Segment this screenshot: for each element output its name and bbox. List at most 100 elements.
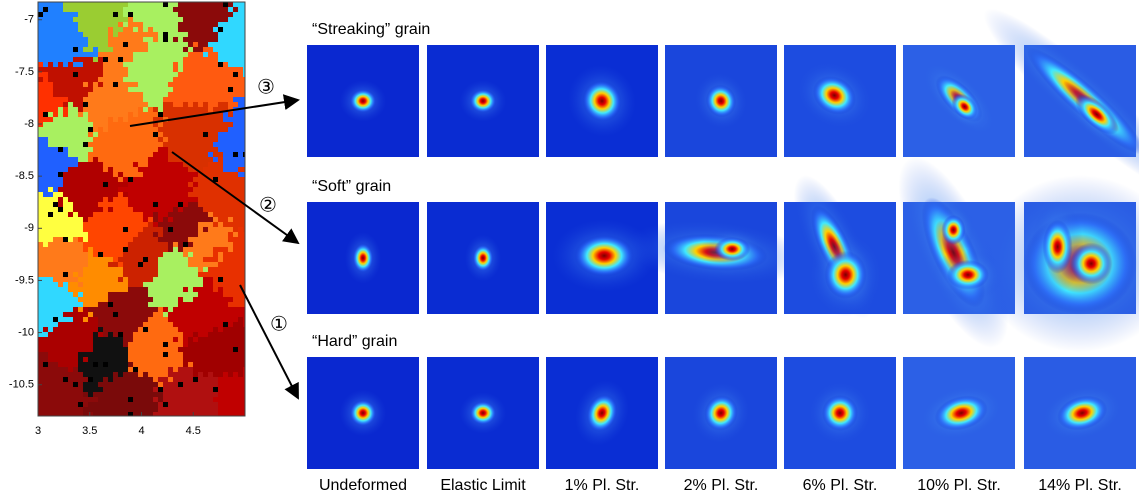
grain-cell — [188, 22, 193, 27]
grain-cell — [178, 377, 183, 382]
grain-cell — [198, 312, 203, 317]
grain-cell — [83, 137, 88, 142]
grain-cell — [203, 17, 208, 22]
grain-cell — [213, 12, 218, 17]
diffraction-panel — [784, 357, 896, 469]
grain-cell — [183, 142, 188, 147]
grain-cell — [63, 12, 68, 17]
grain-cell — [178, 282, 183, 287]
grain-cell — [103, 292, 108, 297]
grain-cell — [113, 142, 118, 147]
grain-cell — [213, 407, 218, 412]
grain-cell — [133, 242, 138, 247]
y-tick-label: -10 — [18, 326, 34, 338]
grain-cell — [198, 162, 203, 167]
grain-cell — [228, 262, 233, 267]
x-tick-label: 3.5 — [82, 425, 97, 437]
grain-cell — [233, 292, 238, 297]
grain-cell — [103, 347, 108, 352]
grain-cell — [158, 342, 163, 347]
grain-cell — [78, 82, 83, 87]
grain-cell — [178, 222, 183, 227]
grain-cell — [108, 217, 113, 222]
grain-cell — [48, 402, 53, 407]
grain-cell — [188, 347, 193, 352]
grain-cell — [153, 267, 158, 272]
grain-cell — [183, 122, 188, 127]
grain-cell — [118, 207, 123, 212]
grain-cell — [48, 162, 53, 167]
grain-cell — [108, 257, 113, 262]
grain-cell — [83, 127, 88, 132]
grain-cell — [133, 232, 138, 237]
grain-cell — [108, 197, 113, 202]
grain-cell — [63, 297, 68, 302]
grain-cell — [233, 277, 238, 282]
grain-cell — [118, 302, 123, 307]
grain-cell — [173, 342, 178, 347]
grain-cell — [123, 387, 128, 392]
grain-cell — [208, 137, 213, 142]
grain-cell — [113, 172, 118, 177]
grain-cell — [213, 392, 218, 397]
grain-cell — [148, 372, 153, 377]
grain-cell — [208, 172, 213, 177]
grain-cell — [128, 217, 133, 222]
grain-cell — [218, 57, 223, 62]
grain-cell — [223, 267, 228, 272]
grain-cell — [68, 392, 73, 397]
grain-cell — [238, 87, 243, 92]
grain-cell — [173, 137, 178, 142]
grain-cell — [128, 407, 133, 412]
grain-cell — [138, 252, 143, 257]
grain-cell — [63, 227, 68, 232]
grain-cell — [68, 247, 73, 252]
grain-cell — [48, 347, 53, 352]
grain-cell — [98, 387, 103, 392]
grain-cell — [73, 42, 78, 47]
grain-cell — [103, 142, 108, 147]
grain-cell — [73, 407, 78, 412]
grain-cell — [173, 127, 178, 132]
grain-cell — [103, 42, 108, 47]
grain-cell — [158, 137, 163, 142]
grain-cell — [78, 132, 83, 137]
grain-cell — [88, 287, 93, 292]
grain-cell — [78, 167, 83, 172]
grain-cell — [203, 342, 208, 347]
diffraction-panel — [427, 357, 539, 469]
grain-cell — [188, 122, 193, 127]
grain-cell — [113, 87, 118, 92]
grain-cell — [93, 147, 98, 152]
grain-cell — [153, 412, 158, 416]
grain-cell — [168, 132, 173, 137]
grain-cell — [238, 37, 243, 42]
grain-cell — [228, 232, 233, 237]
grain-cell — [103, 52, 108, 57]
grain-cell — [83, 147, 88, 152]
grain-cell — [233, 362, 238, 367]
grain-cell — [78, 72, 83, 77]
grain-cell — [203, 397, 208, 402]
grain-cell — [48, 42, 53, 47]
grain-cell — [228, 217, 233, 222]
grain-cell — [213, 142, 218, 147]
grain-cell — [173, 407, 178, 412]
grain-cell — [108, 57, 113, 62]
grain-cell — [113, 222, 118, 227]
grain-cell — [223, 262, 228, 267]
grain-cell — [203, 317, 208, 322]
grain-cell — [53, 142, 58, 147]
grain-cell — [208, 167, 213, 172]
grain-cell — [143, 47, 148, 52]
grain-cell — [163, 127, 168, 132]
grain-cell — [188, 52, 193, 57]
grain-cell — [63, 192, 68, 197]
grain-cell — [128, 72, 133, 77]
grain-cell — [113, 182, 118, 187]
grain-cell — [123, 202, 128, 207]
grain-cell — [108, 262, 113, 267]
grain-cell — [48, 52, 53, 57]
grain-cell — [153, 282, 158, 287]
grain-cell — [48, 192, 53, 197]
